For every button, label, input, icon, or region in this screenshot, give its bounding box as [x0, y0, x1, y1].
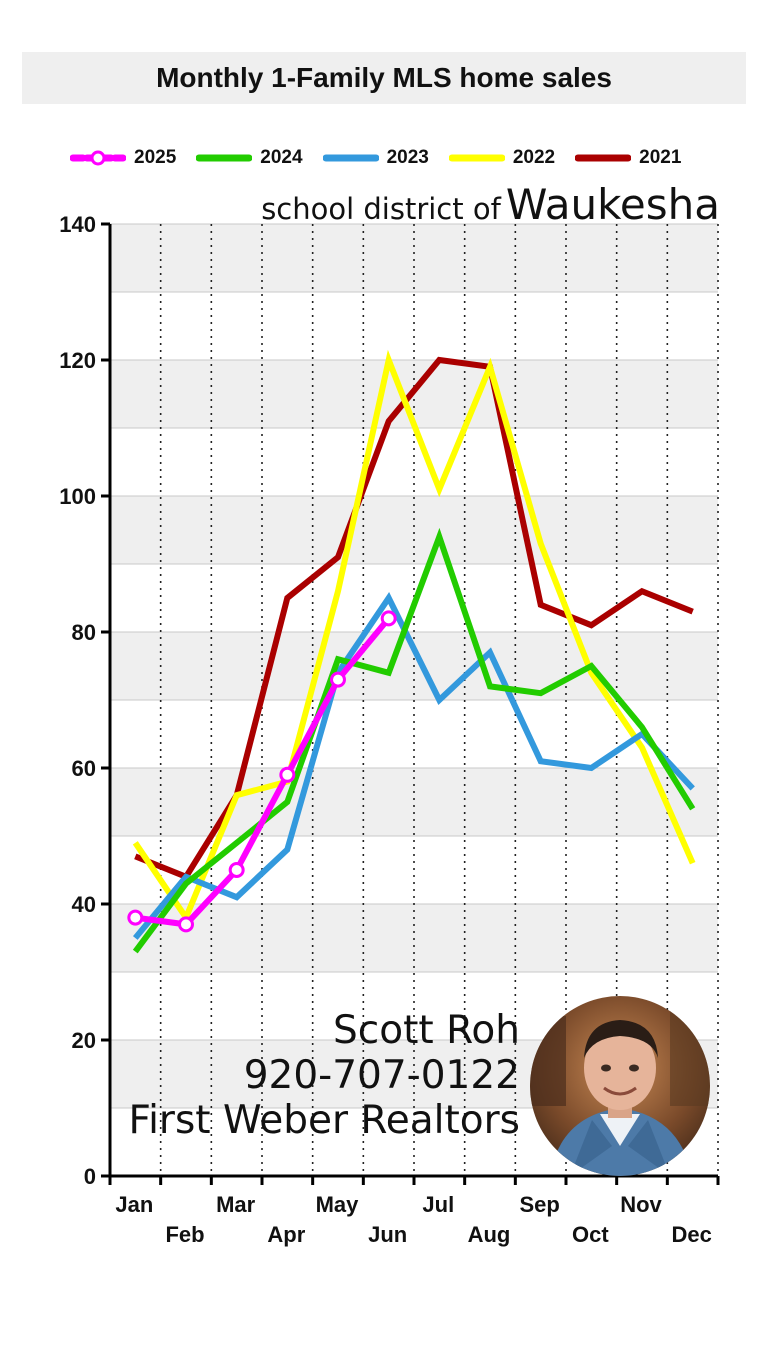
chart-title: Monthly 1-Family MLS home sales [156, 62, 612, 93]
x-tick-label: Jul [422, 1192, 454, 1217]
y-tick-label: 80 [72, 620, 96, 645]
subtitle: school district of Waukesha [261, 180, 720, 229]
grid-band [110, 768, 718, 836]
legend-label-2025: 2025 [134, 147, 177, 168]
legend-label-2023: 2023 [386, 147, 429, 168]
avatar [530, 996, 710, 1176]
series-line-2023 [132, 592, 695, 940]
legend-item-2023: 2023 [322, 147, 429, 169]
legend-label-2024: 2024 [260, 147, 303, 168]
agent-phone: 920-707-0122 [243, 1053, 520, 1098]
legend-item-2021: 2021 [575, 147, 681, 169]
legend-swatch-2024 [196, 154, 253, 162]
y-tick-label: 60 [72, 756, 96, 781]
data-point-2025 [178, 916, 194, 933]
legend-label-2021: 2021 [639, 147, 682, 168]
subtitle-place: Waukesha [505, 180, 720, 229]
x-tick-label: Mar [216, 1192, 256, 1217]
agent-photo-icon [530, 996, 710, 1176]
legend-item-2022: 2022 [448, 147, 556, 169]
y-tick-label: 0 [84, 1164, 96, 1189]
data-point-2025 [228, 862, 245, 878]
x-tick-label: Apr [267, 1222, 305, 1247]
legend-swatch-2025 [70, 150, 126, 166]
x-tick-label: May [316, 1192, 360, 1217]
x-tick-label: Dec [671, 1222, 711, 1247]
legend: 2025 2024 2023 2022 2021 [70, 144, 701, 172]
data-point-2025 [380, 610, 397, 627]
series-line-2024 [132, 527, 696, 954]
y-tick-label: 40 [72, 892, 96, 917]
legend-swatch-2021 [575, 154, 632, 162]
chart-title-bar: Monthly 1-Family MLS home sales [22, 52, 746, 104]
x-tick-label: Oct [572, 1222, 609, 1247]
agent-company: First Weber Realtors [128, 1098, 520, 1143]
agent-name: Scott Roh [333, 1008, 520, 1053]
x-tick-label: Feb [165, 1222, 204, 1247]
y-tick-label: 140 [59, 212, 96, 237]
x-tick-label: Jan [115, 1192, 153, 1217]
legend-item-2025: 2025 [70, 147, 176, 169]
subtitle-prefix: school district of [261, 192, 501, 226]
legend-swatch-2022 [448, 154, 505, 162]
y-tick-label: 100 [59, 484, 96, 509]
x-tick-label: Aug [468, 1222, 511, 1247]
series-line-2022 [132, 349, 696, 924]
data-point-2025 [127, 909, 144, 926]
x-tick-label: Nov [620, 1192, 662, 1217]
x-tick-label: Jun [368, 1222, 407, 1247]
data-point-2025 [279, 766, 296, 783]
legend-item-2024: 2024 [196, 147, 303, 169]
x-tick-label: Sep [519, 1192, 559, 1217]
y-tick-label: 120 [59, 348, 96, 373]
agent-contact: Scott Roh 920-707-0122 First Weber Realt… [128, 1008, 520, 1143]
data-point-2025 [330, 671, 346, 688]
grid-band [110, 496, 718, 564]
series-line-2025 [134, 616, 392, 928]
y-tick-label: 20 [72, 1028, 96, 1053]
legend-swatch-2023 [322, 154, 379, 162]
legend-label-2022: 2022 [512, 147, 556, 168]
